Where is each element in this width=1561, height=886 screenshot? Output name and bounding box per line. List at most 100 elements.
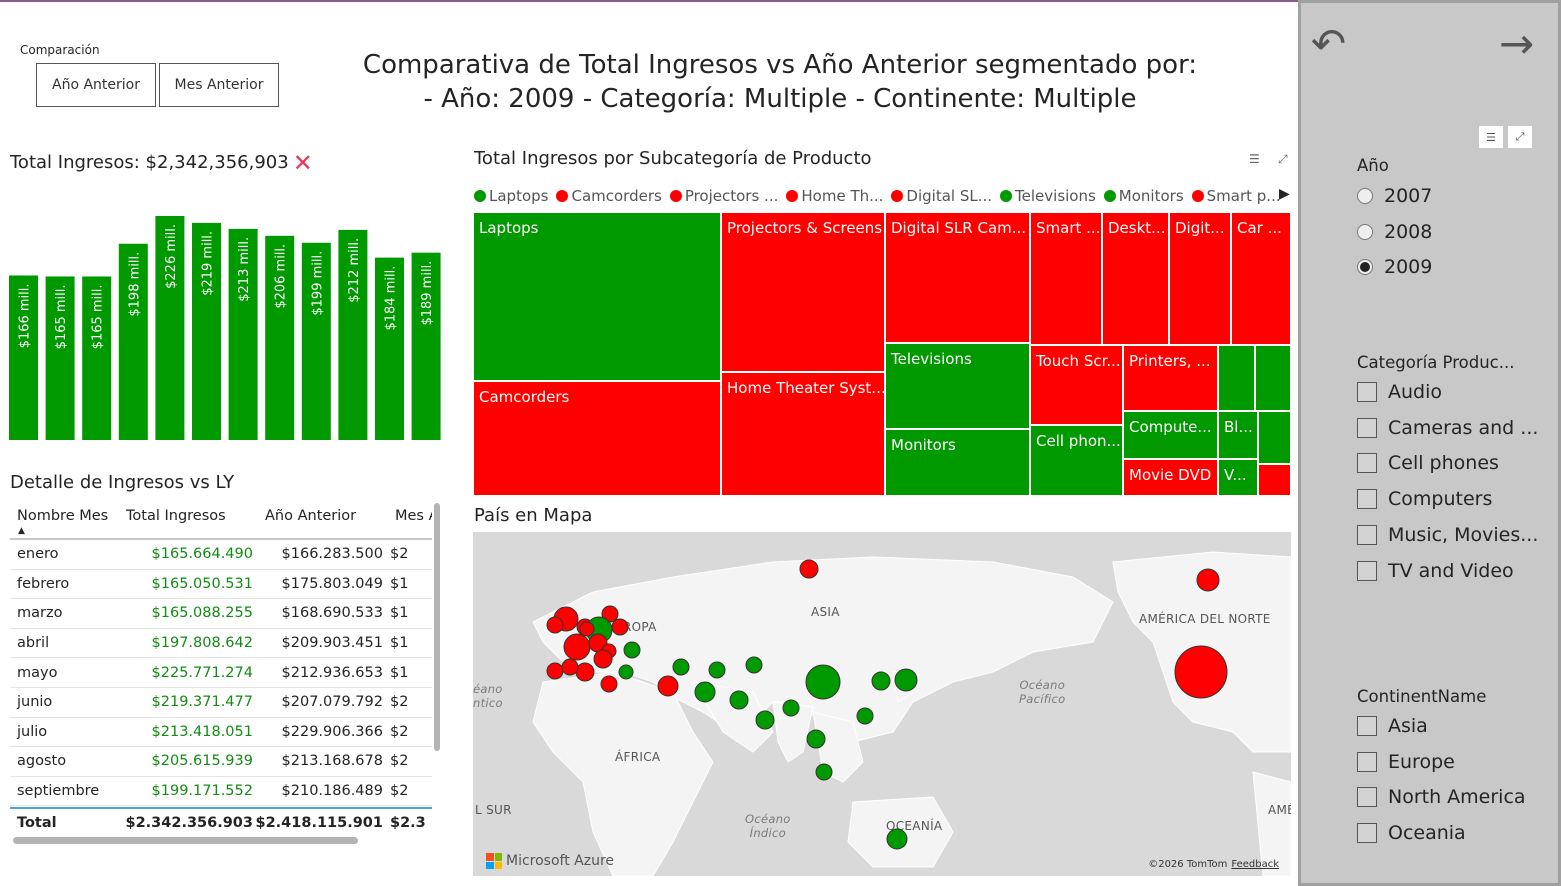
- country-bubble[interactable]: [1196, 568, 1220, 592]
- legend-item[interactable]: Laptops: [474, 185, 548, 207]
- legend-next-icon[interactable]: ▶: [1279, 186, 1290, 202]
- country-bubble[interactable]: [806, 729, 826, 749]
- country-bubble[interactable]: [623, 641, 641, 659]
- legend-item[interactable]: Camcorders: [556, 185, 662, 207]
- bar-month-5[interactable]: [155, 216, 185, 440]
- header-previous-month[interactable]: Mes A: [395, 508, 432, 524]
- table-row[interactable]: mayo $225.771.274 $212.936.653 $1: [10, 658, 432, 688]
- treemap-tile[interactable]: Bl...: [1218, 411, 1258, 459]
- treemap-tile[interactable]: Cell phon...: [1030, 425, 1123, 496]
- country-bubble[interactable]: [805, 664, 841, 700]
- bar-month-6[interactable]: [192, 222, 221, 440]
- bar-month-8[interactable]: [265, 235, 295, 440]
- treemap-tile[interactable]: Printers, ...: [1123, 345, 1218, 411]
- country-bubble[interactable]: [546, 662, 564, 680]
- bar-month-12[interactable]: [411, 252, 441, 440]
- category-option[interactable]: Music, Movies...: [1357, 524, 1538, 546]
- country-bubble[interactable]: [600, 675, 618, 693]
- map-feedback-link[interactable]: Feedback: [1231, 859, 1279, 870]
- country-map[interactable]: ASIA ROPA ÁFRICA AMÉRICA DEL NORTE OCEAN…: [473, 532, 1291, 876]
- table-horizontal-scrollbar[interactable]: [13, 837, 358, 844]
- treemap-tile[interactable]: Compute...: [1123, 411, 1218, 459]
- country-bubble[interactable]: [694, 681, 716, 703]
- checkbox[interactable]: [1357, 453, 1377, 474]
- header-month-name[interactable]: Nombre Mes: [17, 508, 109, 524]
- treemap-tile[interactable]: Laptops: [473, 212, 721, 381]
- treemap-tile[interactable]: [1255, 345, 1291, 411]
- table-row[interactable]: agosto $205.615.939 $213.168.678 $2: [10, 747, 432, 777]
- country-bubble[interactable]: [871, 671, 891, 691]
- continent-option[interactable]: North America: [1357, 786, 1526, 808]
- country-bubble[interactable]: [561, 658, 579, 676]
- country-bubble[interactable]: [563, 633, 591, 661]
- legend-item[interactable]: Projectors ...: [669, 185, 778, 207]
- country-bubble[interactable]: [618, 664, 634, 680]
- filter-icon[interactable]: ☰: [1249, 152, 1260, 166]
- country-bubble[interactable]: [1174, 645, 1228, 699]
- bar-month-4[interactable]: [118, 243, 148, 440]
- bar-month-11[interactable]: [375, 257, 404, 440]
- checkbox[interactable]: [1357, 524, 1377, 545]
- checkbox[interactable]: [1357, 417, 1377, 438]
- radio-button[interactable]: [1357, 223, 1373, 240]
- treemap-tile[interactable]: Deskt...: [1102, 212, 1169, 345]
- year-option-2009[interactable]: 2009: [1357, 256, 1432, 278]
- slicer-filter-icon[interactable]: ☰: [1479, 126, 1503, 148]
- country-bubble[interactable]: [657, 675, 679, 697]
- table-row[interactable]: julio $213.418.051 $229.906.366 $2: [10, 718, 432, 748]
- checkbox[interactable]: [1357, 560, 1377, 581]
- bar-month-2[interactable]: [45, 276, 75, 440]
- treemap-tile[interactable]: Movie DVD: [1123, 459, 1218, 496]
- category-option[interactable]: Cameras and ...: [1357, 417, 1538, 439]
- checkbox[interactable]: [1357, 823, 1377, 844]
- continent-option[interactable]: Asia: [1357, 715, 1428, 737]
- treemap-tile[interactable]: Car ...: [1231, 212, 1291, 345]
- treemap-tile[interactable]: V...: [1218, 459, 1258, 496]
- legend-item[interactable]: Digital SL...: [891, 185, 992, 207]
- country-bubble[interactable]: [782, 699, 800, 717]
- continent-option[interactable]: Europe: [1357, 751, 1455, 773]
- legend-item[interactable]: Home Th...: [786, 185, 883, 207]
- table-vertical-scrollbar[interactable]: [434, 503, 440, 751]
- legend-item[interactable]: Monitors: [1103, 185, 1184, 207]
- country-bubble[interactable]: [815, 763, 833, 781]
- treemap-tile[interactable]: Digit...: [1169, 212, 1231, 345]
- focus-mode-icon[interactable]: ⤢: [1278, 152, 1288, 166]
- checkbox[interactable]: [1357, 751, 1377, 772]
- checkbox[interactable]: [1357, 489, 1377, 510]
- checkbox[interactable]: [1357, 382, 1377, 402]
- country-bubble[interactable]: [579, 621, 595, 637]
- treemap-tile[interactable]: Televisions: [885, 343, 1030, 429]
- continent-option[interactable]: Oceania: [1357, 822, 1466, 844]
- country-bubble[interactable]: [729, 690, 749, 710]
- legend-item[interactable]: Smart p...: [1191, 185, 1281, 207]
- treemap-tile[interactable]: [1258, 411, 1291, 464]
- country-bubble[interactable]: [601, 605, 619, 623]
- legend-item[interactable]: Televisions: [1000, 185, 1096, 207]
- country-bubble[interactable]: [611, 618, 629, 636]
- country-bubble[interactable]: [799, 559, 819, 579]
- radio-button[interactable]: [1357, 259, 1373, 275]
- country-bubble[interactable]: [745, 656, 763, 674]
- country-bubble[interactable]: [672, 658, 690, 676]
- treemap-tile[interactable]: [1258, 464, 1291, 496]
- treemap-tile[interactable]: Monitors: [885, 429, 1030, 496]
- table-row[interactable]: marzo $165.088.255 $168.690.533 $1: [10, 599, 432, 629]
- treemap-tile[interactable]: Home Theater Syst...: [721, 372, 885, 496]
- country-bubble[interactable]: [856, 707, 874, 725]
- category-option[interactable]: Computers: [1357, 488, 1492, 510]
- table-row[interactable]: junio $219.371.477 $207.079.792 $2: [10, 688, 432, 718]
- year-option-2007[interactable]: 2007: [1357, 185, 1432, 207]
- bar-month-1[interactable]: [9, 275, 38, 440]
- country-bubble[interactable]: [575, 662, 595, 682]
- header-previous-year[interactable]: Año Anterior: [265, 508, 357, 524]
- checkbox[interactable]: [1357, 787, 1377, 808]
- table-row[interactable]: febrero $165.050.531 $175.803.049 $1: [10, 570, 432, 600]
- header-total-revenue[interactable]: Total Ingresos: [126, 508, 226, 524]
- table-row[interactable]: septiembre $199.171.552 $210.186.489 $2: [10, 777, 432, 807]
- checkbox[interactable]: [1357, 716, 1377, 736]
- slicer-focus-icon[interactable]: ⤢: [1508, 126, 1532, 148]
- year-option-2008[interactable]: 2008: [1357, 221, 1432, 243]
- country-bubble[interactable]: [593, 649, 613, 669]
- category-option[interactable]: TV and Video: [1357, 560, 1514, 582]
